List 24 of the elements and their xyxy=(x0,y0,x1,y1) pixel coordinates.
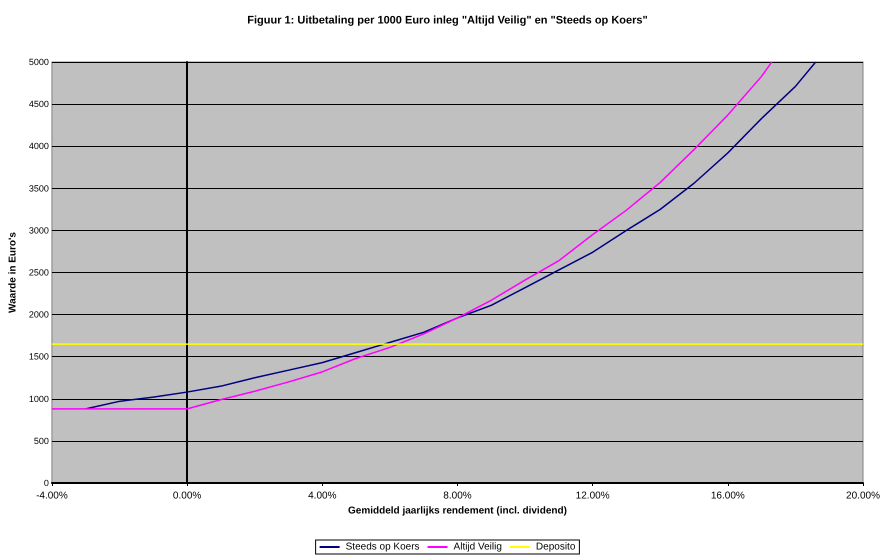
chart-title: Figuur 1: Uitbetaling per 1000 Euro inleg "Altijd Veilig" en "Steeds op Koers" xyxy=(247,14,648,26)
x-tick-label: 12.00% xyxy=(576,490,610,502)
legend-label: Deposito xyxy=(536,542,576,552)
y-tick-label: 4000 xyxy=(28,141,49,152)
y-tick-label: 5000 xyxy=(28,57,49,67)
legend-label: Altijd Veilig xyxy=(454,542,502,552)
x-tick-label: -4.00% xyxy=(36,490,68,502)
x-tick-label: 0.00% xyxy=(172,490,202,502)
y-tick-label: 1000 xyxy=(28,394,49,404)
y-tick-label: 2500 xyxy=(28,268,49,278)
y-tick-label: 500 xyxy=(34,436,49,446)
y-tick-label: 2000 xyxy=(28,310,49,320)
y-tick-label: 0 xyxy=(44,478,49,488)
y-tick-label: 3000 xyxy=(28,225,49,236)
x-axis-title: Gemiddeld jaarlijks rendement (incl. dividend) xyxy=(348,505,567,516)
legend-label: Steeds op Koers xyxy=(346,542,420,552)
y-tick-label: 4500 xyxy=(28,99,49,110)
y-tick-label: 1500 xyxy=(28,352,49,362)
y-tick-label: 3500 xyxy=(28,183,49,194)
x-tick-label: 16.00% xyxy=(710,490,745,502)
x-tick-label: 20.00% xyxy=(846,490,880,502)
x-tick-label: 4.00% xyxy=(308,490,337,502)
x-tick-label: 8.00% xyxy=(443,490,472,502)
y-axis-title: Waarde in Euro's xyxy=(8,232,18,313)
